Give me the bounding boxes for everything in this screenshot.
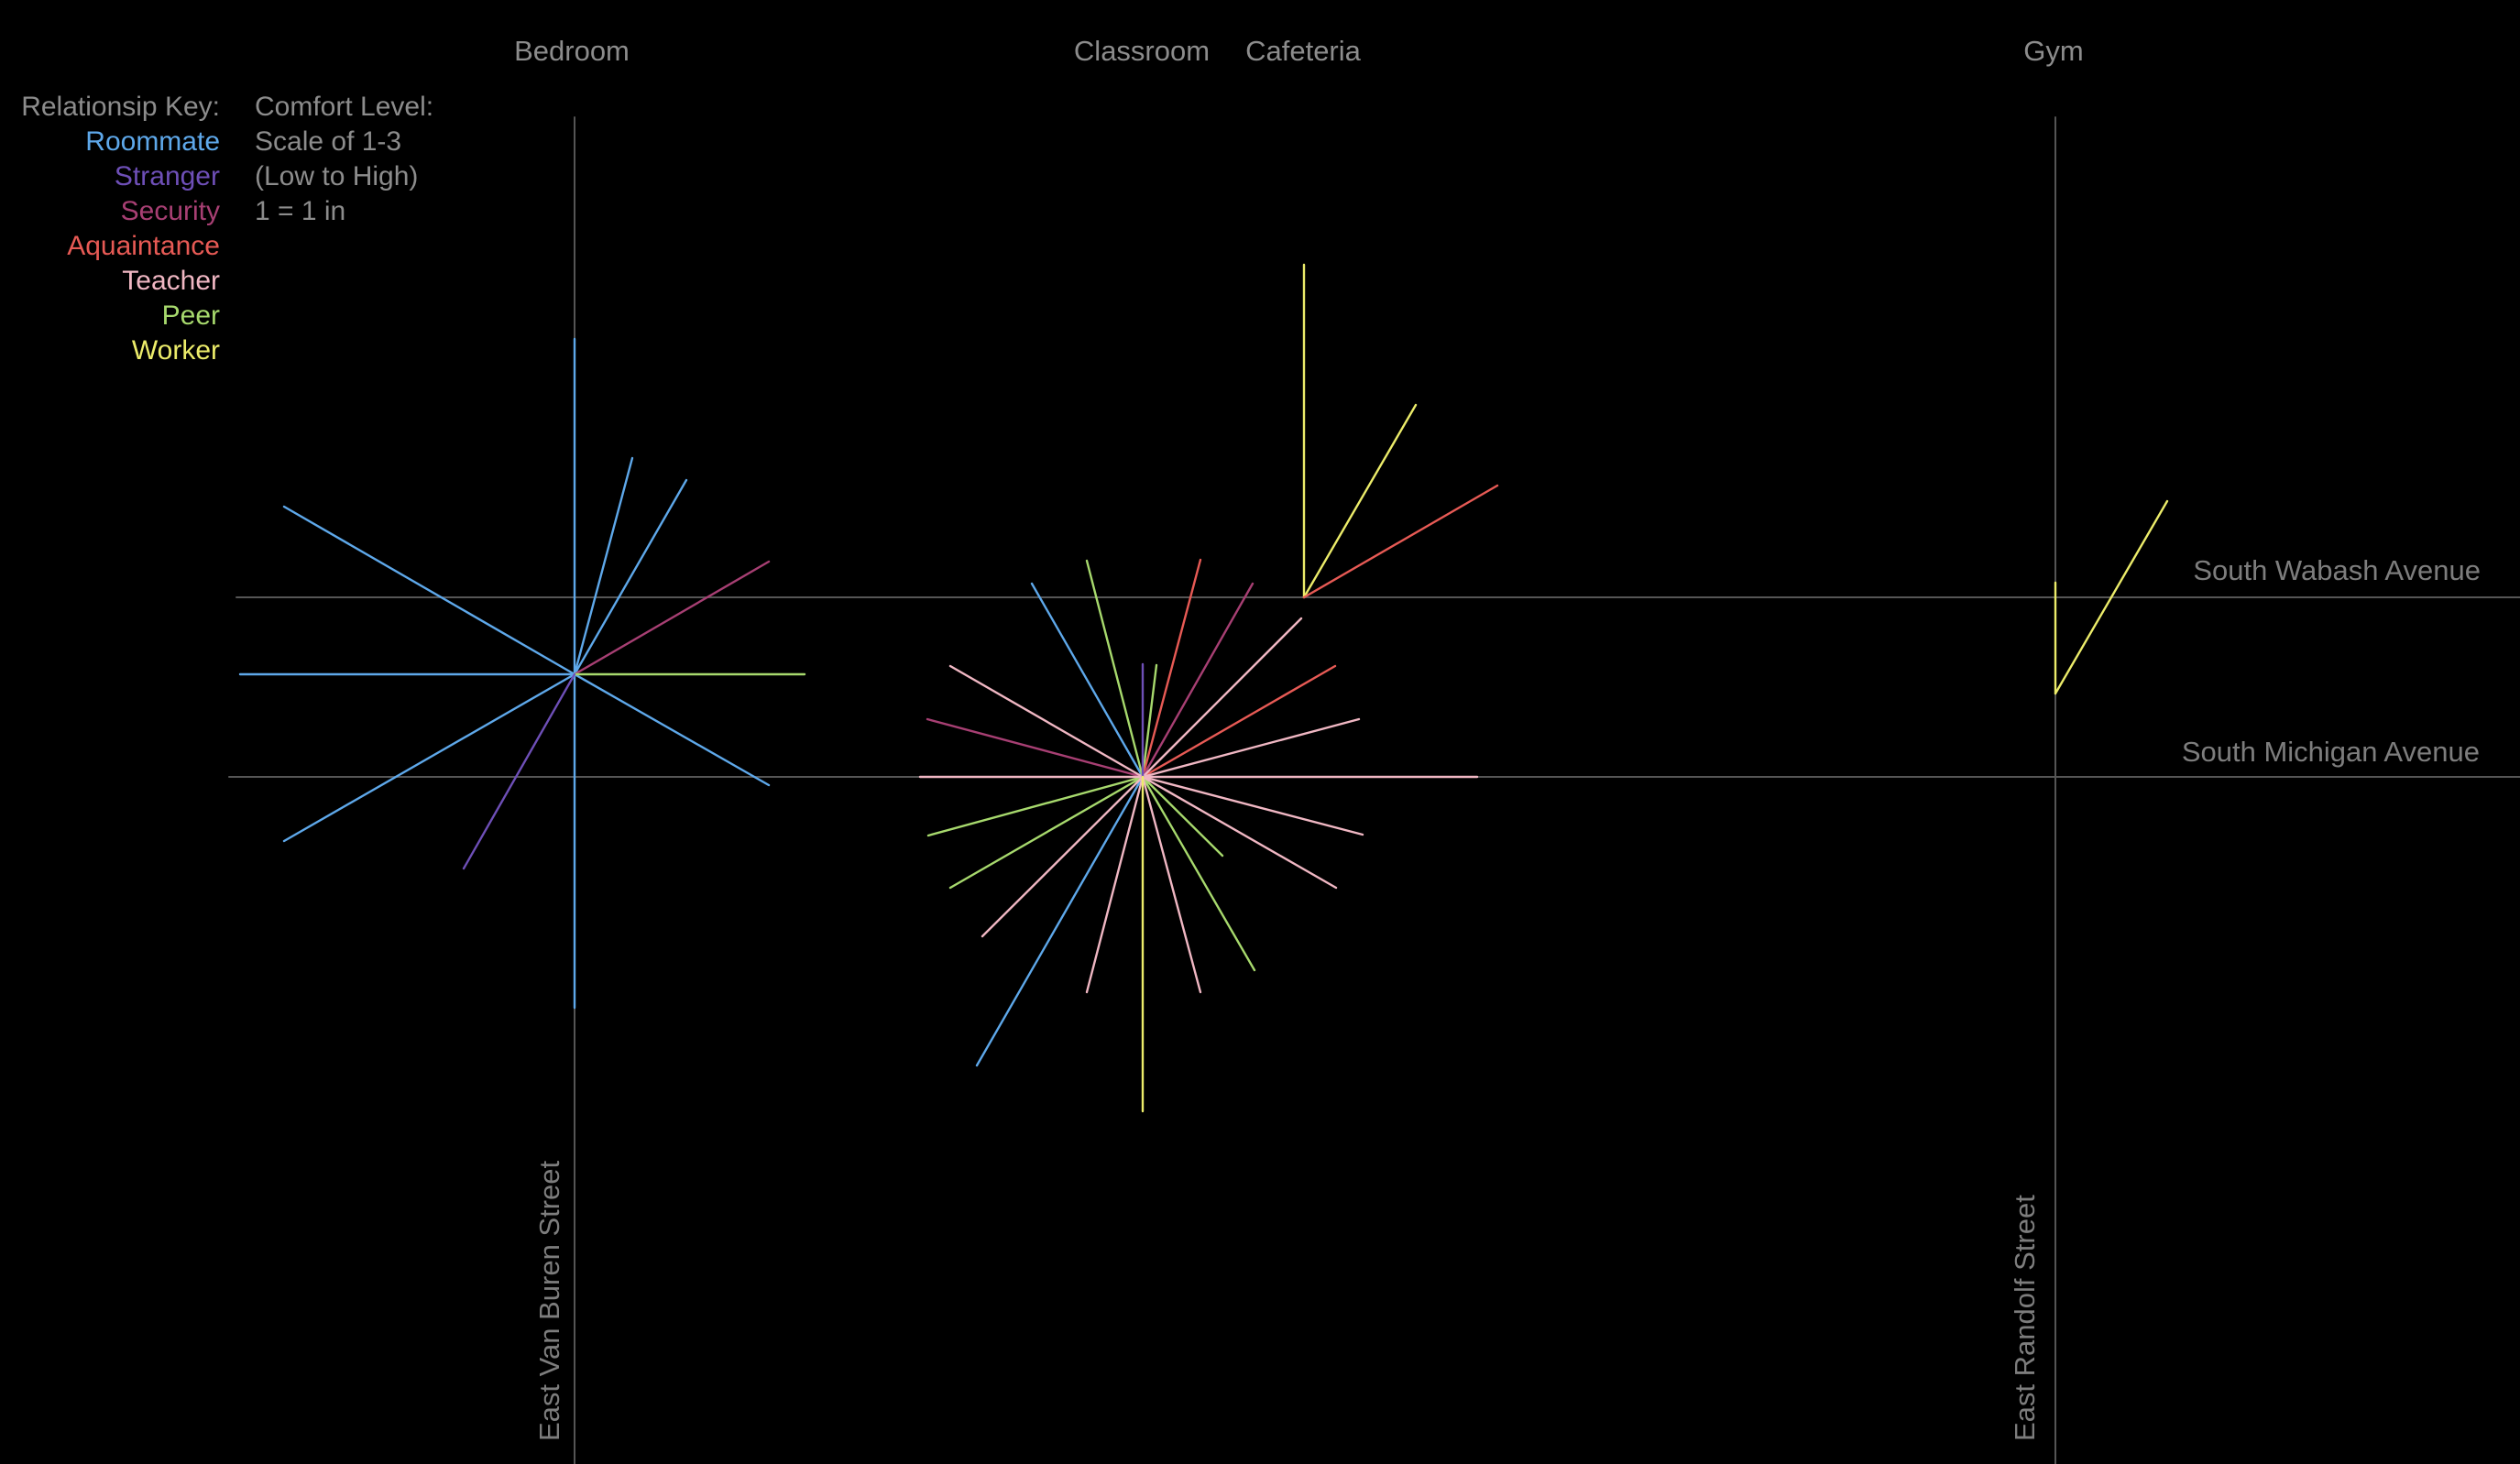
ray-cafeteria-worker-1 [1302, 403, 1418, 599]
street-label-randolf: East Randolf Street [2009, 1195, 2041, 1441]
ray-bedroom-roommate-1 [573, 456, 634, 676]
location-label-cafeteria: Cafeteria [1245, 35, 1361, 67]
ray-classroom-security-11 [926, 717, 1145, 779]
ray-classroom-peer-6 [1141, 775, 1224, 858]
legend-title: Relationsip Key: [21, 92, 220, 122]
location-label-gym: Gym [2023, 35, 2084, 67]
ray-classroom-peer-5 [948, 775, 1145, 890]
street-label-michigan: South Michigan Avenue [2181, 736, 2480, 768]
ray-classroom-roommate-0 [1030, 582, 1145, 779]
ray-classroom-roommate-1 [975, 775, 1145, 1067]
ray-bedroom-security-8 [573, 560, 771, 676]
legend-item-peer: Peer [161, 300, 220, 331]
ray-gym-worker-1 [2054, 499, 2169, 695]
ray-classroom-security-10 [1141, 582, 1255, 779]
legend-item-teacher: Teacher [122, 266, 220, 296]
ray-classroom-teacher-17 [1141, 775, 1364, 836]
comfort-title: Comfort Level: [255, 92, 434, 122]
ray-classroom-peer-4 [926, 775, 1145, 837]
ray-bedroom-roommate-3 [282, 505, 576, 676]
legend-item-roommate: Roommate [85, 126, 220, 157]
ray-classroom-teacher-12 [1141, 617, 1303, 779]
legend-item-worker: Worker [131, 335, 220, 366]
location-label-bedroom: Bedroom [514, 35, 630, 67]
comfort-range: (Low to High) [255, 161, 419, 191]
comfort-scale: Scale of 1-3 [255, 126, 402, 157]
ray-classroom-teacher-20 [1085, 775, 1145, 994]
legend-item-aquaintance: Aquaintance [67, 231, 220, 261]
ray-bedroom-stranger-10 [462, 672, 576, 870]
comfort-unit: 1 = 1 in [255, 196, 346, 226]
legend-item-stranger: Stranger [114, 161, 220, 191]
ray-classroom-teacher-19 [981, 775, 1145, 938]
ray-bedroom-roommate-5 [282, 672, 576, 843]
ray-bedroom-roommate-7 [573, 672, 771, 787]
ray-classroom-teacher-14 [1141, 717, 1361, 779]
street-label-wabash: South Wabash Avenue [2193, 554, 2481, 586]
location-label-classroom: Classroom [1073, 35, 1211, 67]
ray-classroom-teacher-18 [1141, 775, 1338, 890]
street-label-van-buren: East Van Buren Street [533, 1160, 565, 1441]
ray-bedroom-roommate-2 [573, 478, 688, 676]
ray-classroom-teacher-13 [948, 664, 1145, 779]
ray-classroom-peer-7 [1141, 775, 1256, 972]
ray-classroom-peer-2 [1085, 559, 1145, 779]
legend-item-security: Security [120, 196, 220, 226]
ray-classroom-aquaintance-9 [1141, 664, 1337, 779]
ray-classroom-peer-3 [1141, 663, 1158, 779]
ray-classroom-aquaintance-8 [1141, 558, 1202, 779]
ray-classroom-teacher-21 [1141, 775, 1202, 994]
ray-cafeteria-aquaintance-2 [1302, 484, 1499, 599]
